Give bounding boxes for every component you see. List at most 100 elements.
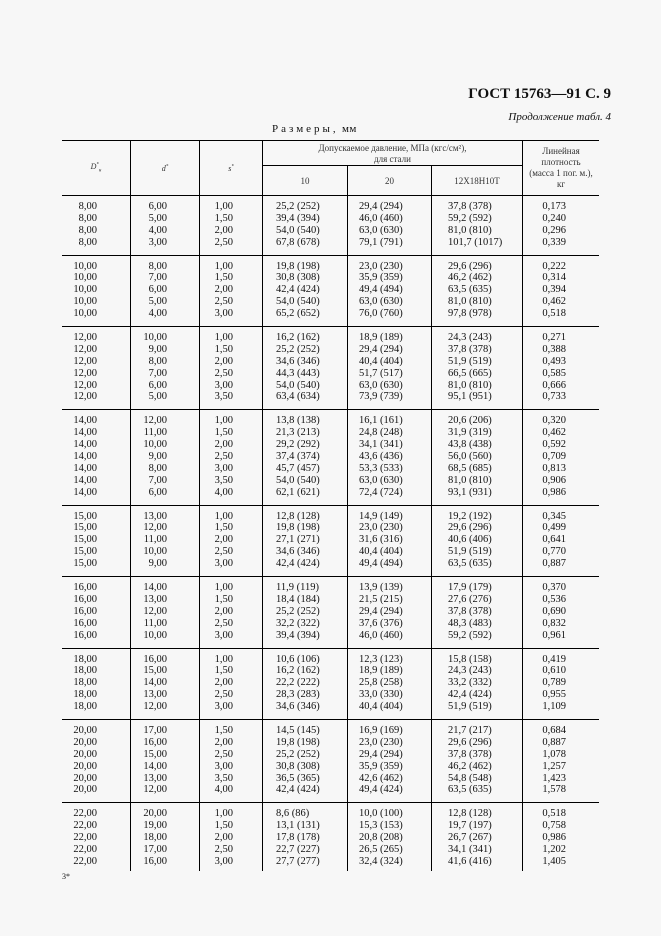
cell-outer-diameter: 12,00 [73, 355, 97, 367]
cell-pressure-steel-10: 16,2 (162) [276, 665, 320, 677]
cell-wall-thickness: 1,00 [214, 510, 233, 522]
cell-pressure-steel-20: 76,0 (760) [359, 308, 403, 320]
table-row: 22,00 19,00 1,50 13,1 (131) 15,3 (153) 19,7 (… [62, 820, 599, 832]
cell-pressure-steel-12x18n10t: 93,1 (931) [448, 486, 492, 498]
cell-pressure-steel-12x18n10t: 40,6 (406) [448, 534, 492, 546]
cell-outer-diameter: 18,00 [73, 665, 97, 677]
table-row: 20,00 13,00 3,50 36,5 (365) 42,6 (462) 54,8 (… [62, 773, 599, 785]
cell-pressure-steel-20: 16,9 (169) [359, 724, 403, 736]
cell-pressure-steel-10: 21,3 (213) [276, 427, 320, 439]
cell-pressure-steel-12x18n10t: 20,6 (206) [448, 415, 492, 427]
cell-wall-thickness: 1,00 [214, 415, 233, 427]
cell-pressure-steel-12x18n10t: 81,0 (810) [448, 474, 492, 486]
cell-inner-diameter: 13,00 [143, 772, 167, 784]
cell-pressure-steel-10: 17,8 (178) [276, 832, 320, 844]
cell-pressure-steel-10: 32,2 (322) [276, 617, 320, 629]
row-group: 22,00 20,00 1,00 8,6 (86) 10,0 (100) 12,8 (12… [62, 803, 599, 870]
cell-wall-thickness: 2,00 [214, 605, 233, 617]
cell-wall-thickness: 1,50 [214, 724, 233, 736]
cell-pressure-steel-20: 16,1 (161) [359, 415, 403, 427]
cell-pressure-steel-20: 12,3 (123) [359, 653, 403, 665]
cell-linear-density: 0,462 [542, 427, 566, 439]
cell-pressure-steel-20: 21,5 (215) [359, 593, 403, 605]
cell-pressure-steel-12x18n10t: 42,4 (424) [448, 689, 492, 701]
cell-pressure-steel-12x18n10t: 19,7 (197) [448, 820, 492, 832]
cell-inner-diameter: 13,00 [143, 593, 167, 605]
cell-linear-density: 0,493 [542, 355, 566, 367]
cell-pressure-steel-20: 63,0 (630) [359, 224, 403, 236]
cell-pressure-steel-20: 29,4 (294) [359, 201, 403, 212]
cell-pressure-steel-20: 26,5 (265) [359, 843, 403, 855]
cell-outer-diameter: 22,00 [73, 832, 97, 844]
cell-pressure-steel-20: 18,9 (189) [359, 665, 403, 677]
cell-outer-diameter: 15,00 [73, 534, 97, 546]
cell-pressure-steel-12x18n10t: 37,8 (378) [448, 605, 492, 617]
cell-inner-diameter: 16,00 [143, 653, 167, 665]
cell-wall-thickness: 2,00 [214, 677, 233, 689]
cell-wall-thickness: 2,00 [214, 832, 233, 844]
cell-pressure-steel-10: 44,3 (443) [276, 367, 320, 379]
cell-pressure-steel-12x18n10t: 19,2 (192) [448, 510, 492, 522]
cell-pressure-steel-10: 30,8 (308) [276, 272, 320, 284]
cell-inner-diameter: 6,00 [148, 284, 167, 296]
cell-linear-density: 1,405 [542, 855, 566, 867]
cell-pressure-steel-12x18n10t: 33,2 (332) [448, 677, 492, 689]
cell-wall-thickness: 3,00 [214, 558, 233, 570]
cell-inner-diameter: 6,00 [148, 486, 167, 498]
cell-linear-density: 0,592 [542, 439, 566, 451]
cell-wall-thickness: 3,00 [214, 629, 233, 641]
cell-pressure-steel-12x18n10t: 31,9 (319) [448, 427, 492, 439]
cell-wall-thickness: 1,00 [214, 653, 233, 665]
cell-outer-diameter: 14,00 [73, 451, 97, 463]
cell-outer-diameter: 15,00 [73, 510, 97, 522]
cell-linear-density: 0,518 [542, 308, 566, 320]
cell-pressure-steel-12x18n10t: 46,2 (462) [448, 272, 492, 284]
cell-pressure-steel-20: 32,4 (324) [359, 855, 403, 867]
cell-pressure-steel-12x18n10t: 51,9 (519) [448, 701, 492, 713]
cell-linear-density: 0,240 [542, 212, 566, 224]
cell-linear-density: 0,955 [542, 689, 566, 701]
dimensions-table: D*н d* s* Допускаемое давление, МПа (кгс… [62, 140, 599, 871]
cell-pressure-steel-20: 49,4 (494) [359, 558, 403, 570]
cell-wall-thickness: 3,00 [214, 379, 233, 391]
cell-pressure-steel-12x18n10t: 43,8 (438) [448, 439, 492, 451]
header-inner-diameter: d* [131, 141, 200, 195]
table-row: 14,00 8,00 3,00 45,7 (457) 53,3 (533) 68,5 (6… [62, 463, 599, 475]
cell-inner-diameter: 14,00 [143, 760, 167, 772]
cell-wall-thickness: 1,00 [214, 260, 233, 272]
table-row: 22,00 20,00 1,00 8,6 (86) 10,0 (100) 12,8 (12… [62, 808, 599, 820]
cell-inner-diameter: 12,00 [143, 522, 167, 534]
cell-outer-diameter: 14,00 [73, 415, 97, 427]
table-row: 16,00 14,00 1,00 11,9 (119) 13,9 (139) 17,9 (… [62, 582, 599, 594]
cell-pressure-steel-12x18n10t: 34,1 (341) [448, 843, 492, 855]
cell-wall-thickness: 2,00 [214, 284, 233, 296]
cell-inner-diameter: 5,00 [148, 391, 167, 403]
cell-linear-density: 1,202 [542, 843, 566, 855]
cell-pressure-steel-12x18n10t: 26,7 (267) [448, 832, 492, 844]
cell-linear-density: 1,109 [542, 701, 566, 713]
table-row: 18,00 16,00 1,00 10,6 (106) 12,3 (123) 15,8 (… [62, 654, 599, 666]
table-row: 18,00 15,00 1,50 16,2 (162) 18,9 (189) 24,3 (… [62, 665, 599, 677]
cell-inner-diameter: 14,00 [143, 677, 167, 689]
cell-pressure-steel-12x18n10t: 21,7 (217) [448, 724, 492, 736]
table-row: 14,00 9,00 2,50 37,4 (374) 43,6 (436) 56,0 (5… [62, 451, 599, 463]
cell-linear-density: 1,423 [542, 772, 566, 784]
cell-pressure-steel-10: 65,2 (652) [276, 308, 320, 320]
cell-pressure-steel-12x18n10t: 27,6 (276) [448, 593, 492, 605]
cell-pressure-steel-20: 51,7 (517) [359, 367, 403, 379]
header-outer-diameter: D*н [62, 141, 131, 195]
cell-pressure-steel-12x18n10t: 29,6 (296) [448, 736, 492, 748]
table-row: 15,00 11,00 2,00 27,1 (271) 31,6 (316) 40,6 (… [62, 534, 599, 546]
cell-wall-thickness: 2,50 [214, 236, 233, 248]
cell-outer-diameter: 14,00 [73, 486, 97, 498]
table-continuation-note: Продолжение табл. 4 [508, 111, 611, 123]
cell-pressure-steel-12x18n10t: 66,5 (665) [448, 367, 492, 379]
cell-pressure-steel-20: 10,0 (100) [359, 808, 403, 820]
cell-inner-diameter: 10,00 [143, 332, 167, 344]
cell-linear-density: 0,610 [542, 665, 566, 677]
cell-pressure-steel-20: 24,8 (248) [359, 427, 403, 439]
table-row: 20,00 16,00 2,00 19,8 (198) 23,0 (230) 29,6 (… [62, 737, 599, 749]
cell-linear-density: 0,518 [542, 808, 566, 820]
cell-wall-thickness: 1,50 [214, 820, 233, 832]
cell-pressure-steel-10: 16,2 (162) [276, 332, 320, 344]
